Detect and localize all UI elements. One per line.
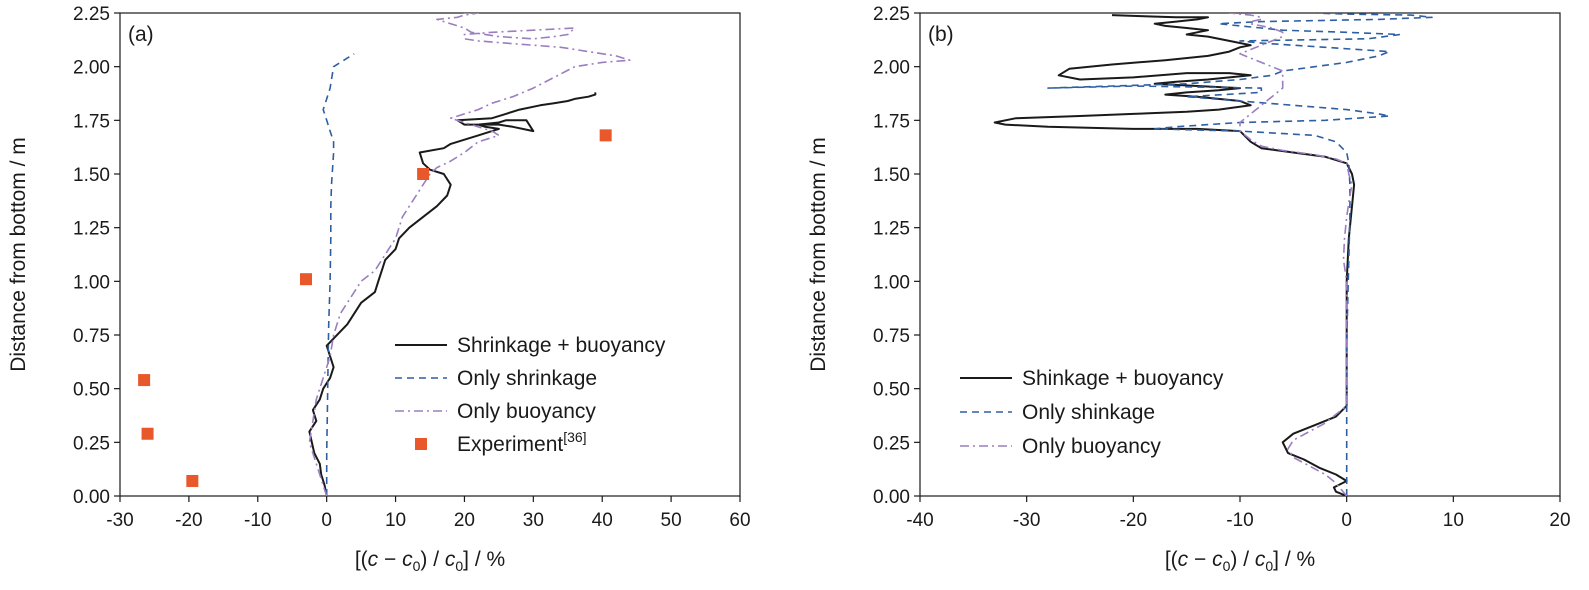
data-point-experiment-36 bbox=[417, 168, 430, 180]
x-tick-label: 40 bbox=[592, 510, 613, 531]
x-tick-label: 20 bbox=[454, 510, 475, 531]
y-tick-label: 1.00 bbox=[873, 272, 910, 293]
y-tick-label: 2.25 bbox=[73, 4, 110, 25]
legend-label: Experiment[36] bbox=[457, 429, 587, 456]
data-point-experiment-36 bbox=[186, 474, 199, 487]
x-axis-label-part: 0 bbox=[1265, 558, 1273, 574]
y-tick-label: 1.00 bbox=[73, 272, 110, 293]
y-tick-label: 0.75 bbox=[873, 326, 910, 347]
x-tick-label: 30 bbox=[523, 510, 544, 531]
plot-frame bbox=[119, 12, 741, 497]
y-tick-label: 0.50 bbox=[73, 380, 110, 401]
x-tick-label: -20 bbox=[175, 510, 202, 531]
y-tick-label: 0.00 bbox=[73, 487, 110, 508]
x-axis-label: [(c − c0) / c0] / % bbox=[1165, 548, 1315, 574]
series-line-shrinkage-buoyancy bbox=[308, 92, 597, 496]
x-axis-label: [(c − c0) / c0] / % bbox=[355, 548, 505, 574]
legend-entry-only-buoyancy: Only buoyancy bbox=[960, 435, 1161, 458]
data-point-experiment-36 bbox=[138, 374, 151, 387]
legend-label: Shrinkage + buoyancy bbox=[457, 334, 666, 357]
y-tick-label: 1.75 bbox=[73, 111, 110, 132]
x-tick-label: -20 bbox=[1120, 510, 1147, 531]
x-tick-label: -30 bbox=[1013, 510, 1040, 531]
legend-label: Only shinkage bbox=[1022, 401, 1155, 424]
y-tick-label: 0.25 bbox=[873, 433, 910, 454]
y-axis-label: Distance from bottom / m bbox=[7, 137, 30, 372]
y-axis-label: Distance from bottom / m bbox=[807, 137, 830, 372]
y-tick-label: 1.75 bbox=[873, 111, 910, 132]
plot-frame bbox=[919, 12, 1561, 497]
legend-label: Only buoyancy bbox=[1022, 435, 1161, 458]
legend-label: Shinkage + buoyancy bbox=[1022, 367, 1224, 390]
x-axis-label-part: [( bbox=[355, 548, 368, 571]
x-axis-label-part: c bbox=[368, 548, 379, 571]
y-tick-label: 0.50 bbox=[873, 380, 910, 401]
y-tick-label: 1.25 bbox=[73, 219, 110, 240]
x-axis-label-part: c bbox=[1178, 548, 1189, 571]
data-point-experiment-36 bbox=[599, 129, 612, 142]
y-tick-label: 0.75 bbox=[73, 326, 110, 347]
x-tick-label: 60 bbox=[729, 510, 750, 531]
legend-entry-only-shrinkage: Only shrinkage bbox=[395, 367, 597, 390]
series-line-only-buoyancy bbox=[308, 13, 631, 496]
x-axis-label-part: 0 bbox=[413, 558, 421, 574]
x-tick-label: -10 bbox=[1226, 510, 1253, 531]
y-tick-label: 1.50 bbox=[873, 165, 910, 186]
series-line-only-buoyancy bbox=[1229, 13, 1353, 496]
x-axis-label-part: c bbox=[1212, 548, 1223, 571]
x-axis-label-part: c bbox=[1255, 548, 1266, 571]
data-point-experiment-36 bbox=[300, 273, 312, 286]
x-axis-label-part: 0 bbox=[455, 558, 463, 574]
chart-panel-b: -40 -30 -20 -10 0 10 20 0.00 0.25 0.50 0.75 1.00 1.2… bbox=[807, 4, 1571, 574]
x-axis-label-part: 0 bbox=[1223, 558, 1231, 574]
legend-entry-only-shinkage: Only shinkage bbox=[960, 401, 1155, 424]
legend-entry-only-buoyancy: Only buoyancy bbox=[395, 400, 596, 423]
x-axis-label-part: ) / bbox=[1230, 548, 1255, 571]
legend-entry-shinkage-buoyancy: Shinkage + buoyancy bbox=[960, 367, 1224, 390]
x-tick-label: 0 bbox=[1341, 510, 1352, 531]
panel-label: (b) bbox=[928, 23, 954, 46]
y-tick-label: 0.25 bbox=[73, 433, 110, 454]
panel-label: (a) bbox=[128, 23, 154, 46]
legend-label: Only shrinkage bbox=[457, 367, 597, 390]
x-tick-label: 20 bbox=[1549, 510, 1570, 531]
chart-panel-a: -30 -20 -10 0 10 20 30 40 50 60 0.00 0.25 0.50 0.75 1.… bbox=[7, 4, 751, 574]
x-tick-label: 10 bbox=[385, 510, 406, 531]
x-tick-label: -30 bbox=[106, 510, 133, 531]
y-tick-label: 1.50 bbox=[73, 165, 110, 186]
y-tick-label: 1.25 bbox=[873, 219, 910, 240]
x-tick-label: -40 bbox=[906, 510, 933, 531]
x-tick-label: -10 bbox=[244, 510, 271, 531]
x-axis-label-part: [( bbox=[1165, 548, 1178, 571]
x-tick-label: 0 bbox=[321, 510, 332, 531]
legend-entry-shrinkage-buoyancy: Shrinkage + buoyancy bbox=[395, 334, 666, 357]
x-axis-label-part: c bbox=[402, 548, 413, 571]
x-axis-label-part: ) / bbox=[420, 548, 445, 571]
x-axis-label-part: ] / % bbox=[463, 548, 505, 571]
y-tick-label: 2.25 bbox=[873, 4, 910, 25]
x-axis-label-part: c bbox=[445, 548, 456, 571]
legend-label: Only buoyancy bbox=[457, 400, 596, 423]
legend-marker bbox=[415, 438, 427, 450]
series-line-only-shinkage bbox=[1047, 13, 1433, 496]
legend-entry-experiment-36: Experiment[36] bbox=[415, 429, 587, 456]
series-line-only-shrinkage bbox=[322, 53, 355, 496]
x-axis-label-part: − bbox=[1188, 548, 1212, 571]
y-tick-label: 2.00 bbox=[873, 58, 910, 79]
data-point-experiment-36 bbox=[141, 427, 154, 440]
x-tick-label: 50 bbox=[661, 510, 682, 531]
x-axis-label-part: ] / % bbox=[1273, 548, 1315, 571]
y-tick-label: 2.00 bbox=[73, 58, 110, 79]
x-axis-label-part: − bbox=[378, 548, 402, 571]
legend-label-citation: [36] bbox=[563, 429, 586, 445]
y-tick-label: 0.00 bbox=[873, 487, 910, 508]
x-tick-label: 10 bbox=[1443, 510, 1464, 531]
